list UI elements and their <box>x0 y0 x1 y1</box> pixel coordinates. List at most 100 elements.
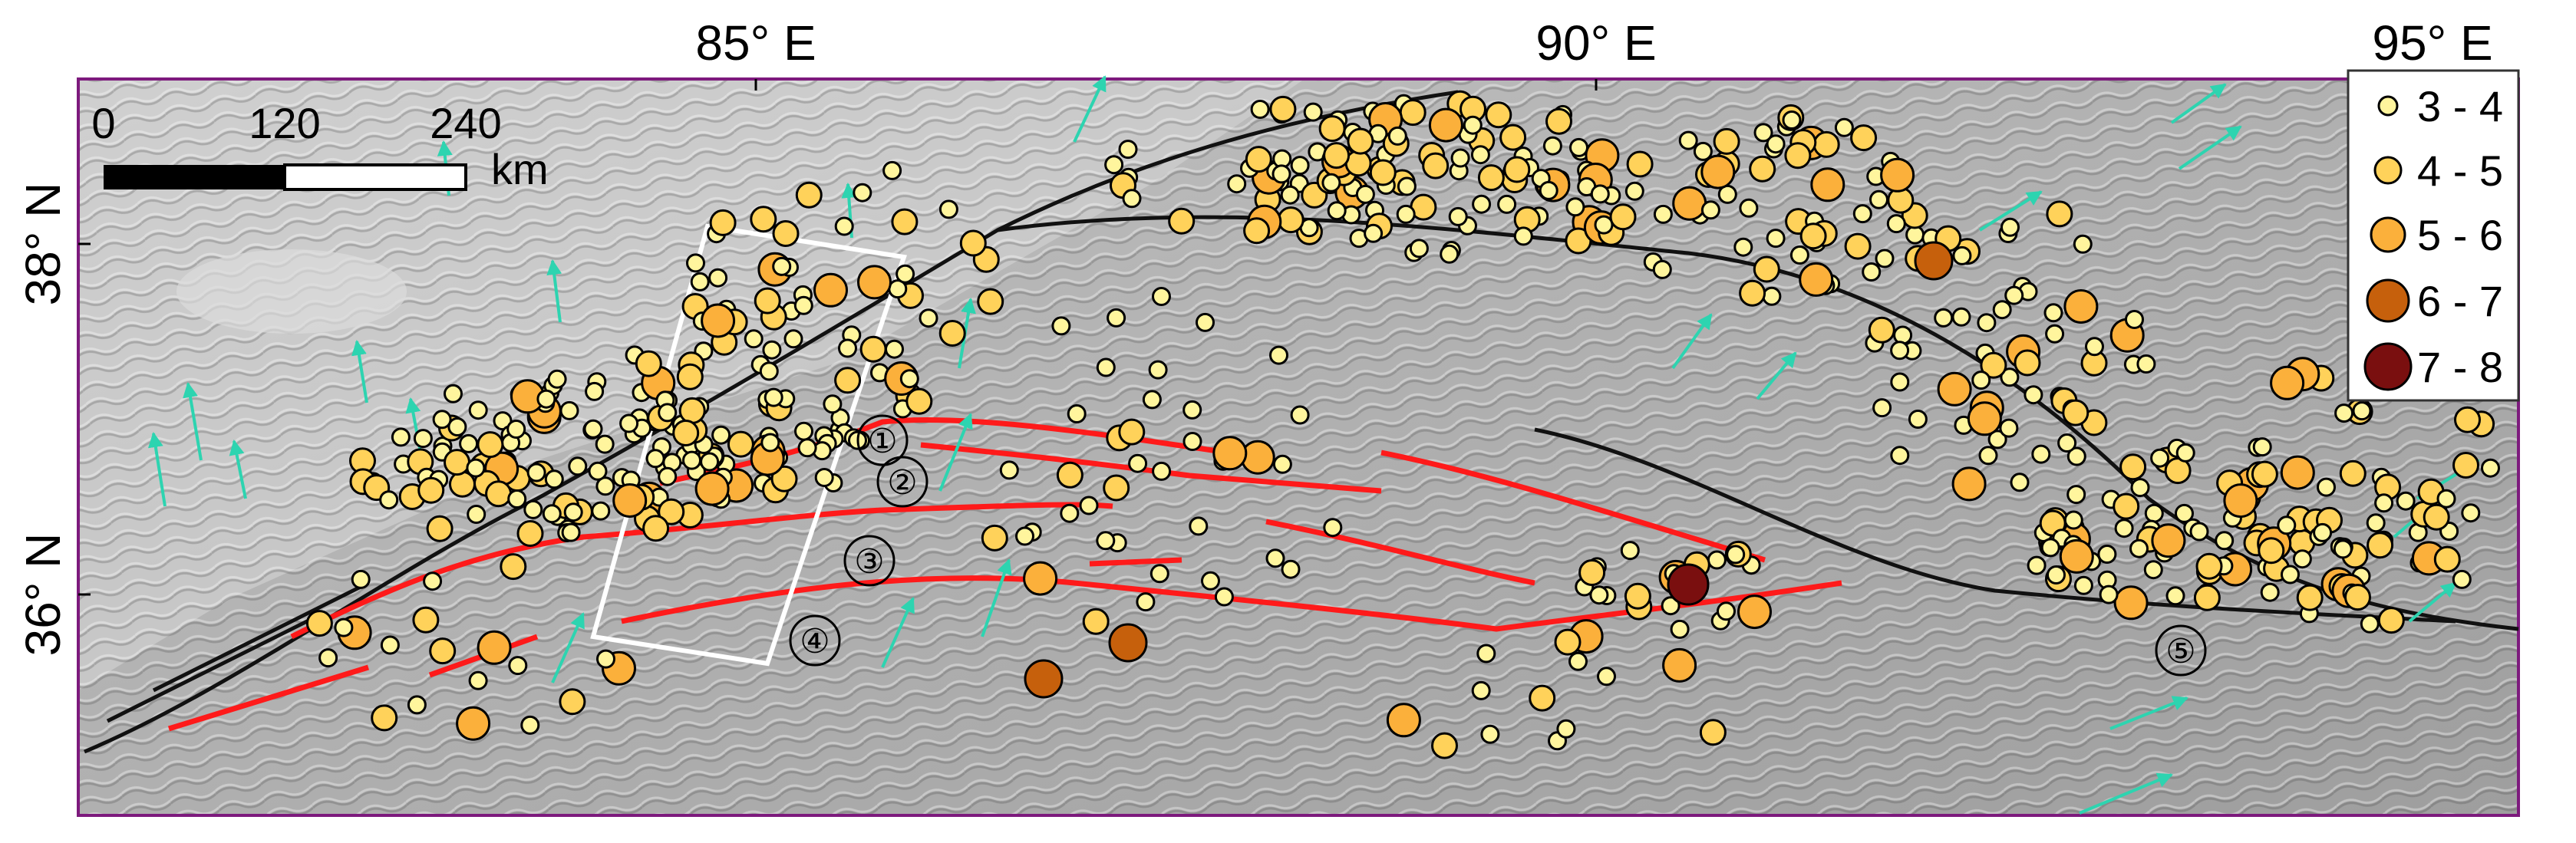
epicenter <box>2010 473 2030 492</box>
epicenter <box>526 463 546 482</box>
velocity-arrow <box>183 382 203 461</box>
epicenter <box>1951 307 1971 327</box>
epicenter <box>2366 513 2386 533</box>
epicenter <box>2251 460 2278 488</box>
epicenter <box>1554 628 1582 656</box>
epicenter <box>1499 123 1527 151</box>
epicenter <box>1670 619 1690 639</box>
epicenter <box>412 606 440 634</box>
epicenter <box>1303 102 1323 122</box>
epicenter <box>1142 390 1162 410</box>
epicenter <box>1880 157 1915 193</box>
epicenter <box>1096 357 1116 377</box>
epicenter <box>417 476 445 504</box>
epicenter <box>727 430 754 458</box>
epicenter-large <box>1108 623 1148 663</box>
epicenter <box>334 617 354 637</box>
epicenter <box>1051 316 1071 336</box>
epicenter <box>2270 365 2305 400</box>
epicenter <box>2027 555 2047 575</box>
epicenter <box>1707 550 1727 570</box>
epicenter <box>2367 532 2394 559</box>
epicenter <box>2396 491 2416 511</box>
fault-trace <box>1265 519 1535 586</box>
epicenter <box>1269 345 1288 365</box>
epicenter <box>1513 226 1533 246</box>
epicenter <box>676 363 704 390</box>
epicenter <box>1122 189 1142 209</box>
epicenter <box>2043 303 2063 323</box>
epicenter <box>981 524 1008 552</box>
epicenter <box>690 272 710 291</box>
epicenter <box>2066 446 2086 466</box>
epicenter <box>485 480 513 508</box>
epicenter <box>380 635 400 655</box>
epicenter <box>508 656 528 676</box>
epicenter <box>1539 180 1558 200</box>
epicenter <box>1597 667 1616 687</box>
epicenter <box>477 630 512 665</box>
epicenter <box>595 434 615 454</box>
epicenter <box>977 288 1004 315</box>
epicenter <box>1872 398 1892 418</box>
epicenter <box>2223 483 2258 519</box>
velocity-arrow <box>1671 313 1713 370</box>
epicenter <box>1737 594 1772 630</box>
epicenter <box>1470 145 1490 165</box>
epicenter <box>2144 503 2164 523</box>
epicenter <box>1243 217 1271 245</box>
epicenter <box>2281 565 2300 585</box>
epicenter <box>1096 531 1116 551</box>
scale-tick-0: 0 <box>91 99 115 147</box>
epicenter <box>1104 155 1124 175</box>
epicenter <box>772 256 792 276</box>
epicenter <box>500 553 527 581</box>
epicenter <box>2461 503 2481 523</box>
epicenter <box>1749 155 1776 183</box>
epicenter <box>2059 538 2094 574</box>
epicenter <box>1107 308 1126 328</box>
epicenter <box>1245 146 1272 173</box>
epicenter <box>536 389 556 409</box>
epicenter <box>2085 337 2104 357</box>
epicenter <box>2423 503 2450 531</box>
epicenter <box>2073 234 2093 254</box>
scale-bar-black <box>104 165 285 189</box>
epicenter <box>2374 493 2394 513</box>
epicenter <box>1869 189 1888 209</box>
epicenter <box>658 498 685 525</box>
epicenter <box>1875 249 1895 268</box>
epicenter <box>1148 360 1168 380</box>
epicenter <box>379 490 399 510</box>
epicenter <box>783 329 803 349</box>
epicenter <box>1463 115 1483 135</box>
epicenter <box>2334 403 2354 423</box>
epicenter <box>764 387 783 407</box>
epicenter <box>1182 400 1202 420</box>
epicenter <box>772 220 800 247</box>
velocity-arrow <box>981 558 1012 637</box>
epicenter <box>795 181 823 209</box>
epicenter <box>1387 126 1407 146</box>
epicenter <box>1323 518 1343 538</box>
epicenter <box>2125 310 2144 329</box>
scale-bar-white <box>283 163 467 191</box>
epicenter <box>2113 492 2140 520</box>
epicenter <box>2360 614 2380 634</box>
epicenter <box>701 303 736 338</box>
epicenter <box>2150 448 2170 468</box>
epicenter <box>859 335 887 363</box>
epicenter <box>891 208 919 235</box>
epicenter <box>853 183 872 203</box>
velocity-arrow <box>2408 581 2457 623</box>
epicenter <box>1056 461 1084 489</box>
epicenter <box>1672 186 1707 221</box>
epicenter <box>770 465 798 492</box>
epicenter <box>447 417 467 436</box>
epicenter <box>2339 459 2367 487</box>
scale-unit: km <box>491 145 549 193</box>
epicenter <box>1971 370 1991 390</box>
epicenter <box>2454 406 2481 433</box>
epicenter <box>1739 198 1759 218</box>
epicenter <box>2377 607 2405 634</box>
